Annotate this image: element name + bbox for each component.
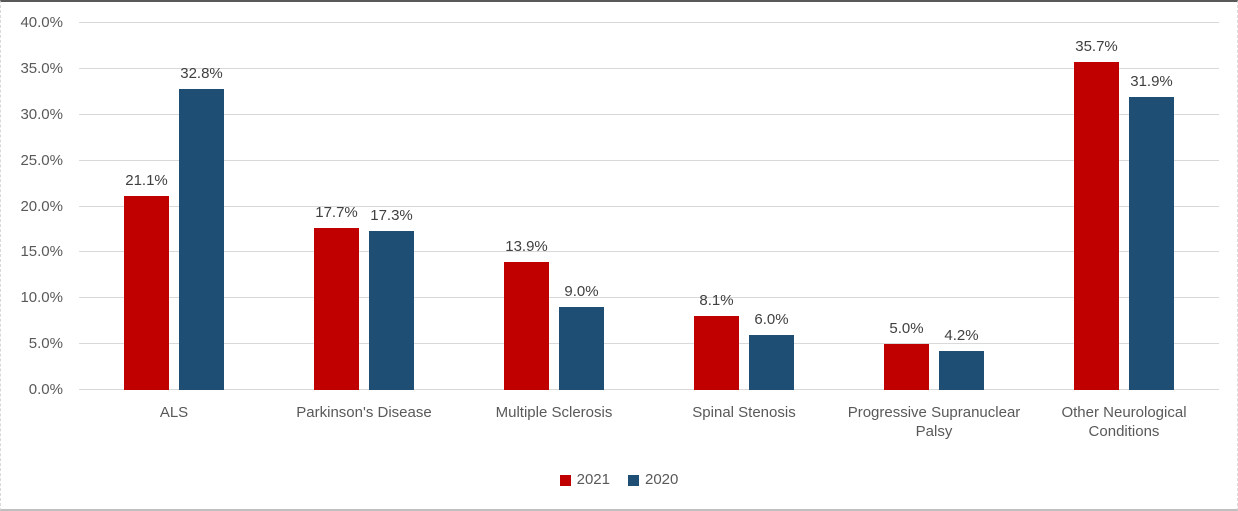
gridline xyxy=(79,389,1219,390)
bar-2021-4 xyxy=(694,315,739,390)
y-axis-tick-label: 30.0% xyxy=(20,105,63,123)
data-label: 21.1% xyxy=(125,172,168,190)
data-label: 31.9% xyxy=(1130,73,1173,91)
data-label: 6.0% xyxy=(754,310,789,328)
gridline xyxy=(79,251,1219,253)
x-axis-category-label: Parkinson's Disease xyxy=(296,404,432,421)
x-axis: ALS Parkinson's Disease Multiple Sclerosis… xyxy=(79,403,1219,441)
bar-2020-5 xyxy=(939,351,984,390)
x-axis-category-label: Spinal Stenosis xyxy=(692,404,796,421)
y-axis-tick-label: 0.0% xyxy=(28,381,63,398)
bar-2021-2 xyxy=(314,227,359,390)
legend-item-2020: 2020 xyxy=(628,471,678,489)
data-label: 35.7% xyxy=(1075,38,1118,56)
x-axis-category-label: ALS xyxy=(159,404,189,421)
plot-area: 21.1% 32.8% 17.7% 17.3% 13.9% 9.0% 8.1% 6.0% 5.0… xyxy=(79,22,1219,390)
bar-2020-2 xyxy=(369,231,414,390)
y-axis-tick-label: 20.0% xyxy=(20,197,63,215)
legend-swatch-icon xyxy=(559,474,571,486)
gridline xyxy=(79,205,1219,207)
y-axis-tick-label: 35.0% xyxy=(20,59,63,77)
data-label: 32.8% xyxy=(180,65,223,83)
bar-2021-1 xyxy=(124,196,169,390)
data-label: 17.3% xyxy=(370,207,413,225)
bar-2021-6 xyxy=(1074,62,1119,390)
bar-2021-3 xyxy=(504,262,549,390)
y-axis-tick-label: 15.0% xyxy=(20,243,63,261)
gridline xyxy=(79,297,1219,299)
data-label: 13.9% xyxy=(505,238,548,256)
legend-item-2021: 2021 xyxy=(559,471,610,489)
bar-2020-3 xyxy=(559,307,604,390)
y-axis-tick-label: 40.0% xyxy=(20,14,63,31)
legend-swatch-icon xyxy=(628,474,639,486)
gridline xyxy=(79,113,1219,115)
x-axis-category-label: Other Neurological Conditions xyxy=(1061,404,1187,440)
data-label: 8.1% xyxy=(699,291,734,309)
gridline xyxy=(79,67,1219,69)
y-axis-tick-label: 5.0% xyxy=(28,335,63,353)
legend-label: 2021 xyxy=(576,471,610,488)
bar-2020-6 xyxy=(1129,97,1174,390)
y-axis-tick-label: 10.0% xyxy=(20,289,63,307)
x-axis-category-label: Multiple Sclerosis xyxy=(495,404,613,421)
y-axis-tick-label: 25.0% xyxy=(20,151,63,169)
data-label: 17.7% xyxy=(315,203,358,221)
data-label: 9.0% xyxy=(564,283,599,301)
y-axis: 0.0% 5.0% 10.0% 15.0% 20.0% 25.0% 30.0% 35.0% 40… xyxy=(1,14,63,398)
gridline xyxy=(79,159,1219,161)
data-label: 5.0% xyxy=(889,320,924,338)
bar-2020-1 xyxy=(179,89,224,390)
legend: 2021 2020 xyxy=(1,471,1237,489)
gridline xyxy=(79,343,1219,345)
bar-2020-4 xyxy=(749,334,794,390)
x-axis-category-label: Progressive Supranuclear Palsy xyxy=(847,404,1021,440)
legend-label: 2020 xyxy=(645,471,679,488)
gridline xyxy=(79,22,1219,23)
bar-2021-5 xyxy=(884,344,929,390)
data-label: 4.2% xyxy=(944,327,979,345)
